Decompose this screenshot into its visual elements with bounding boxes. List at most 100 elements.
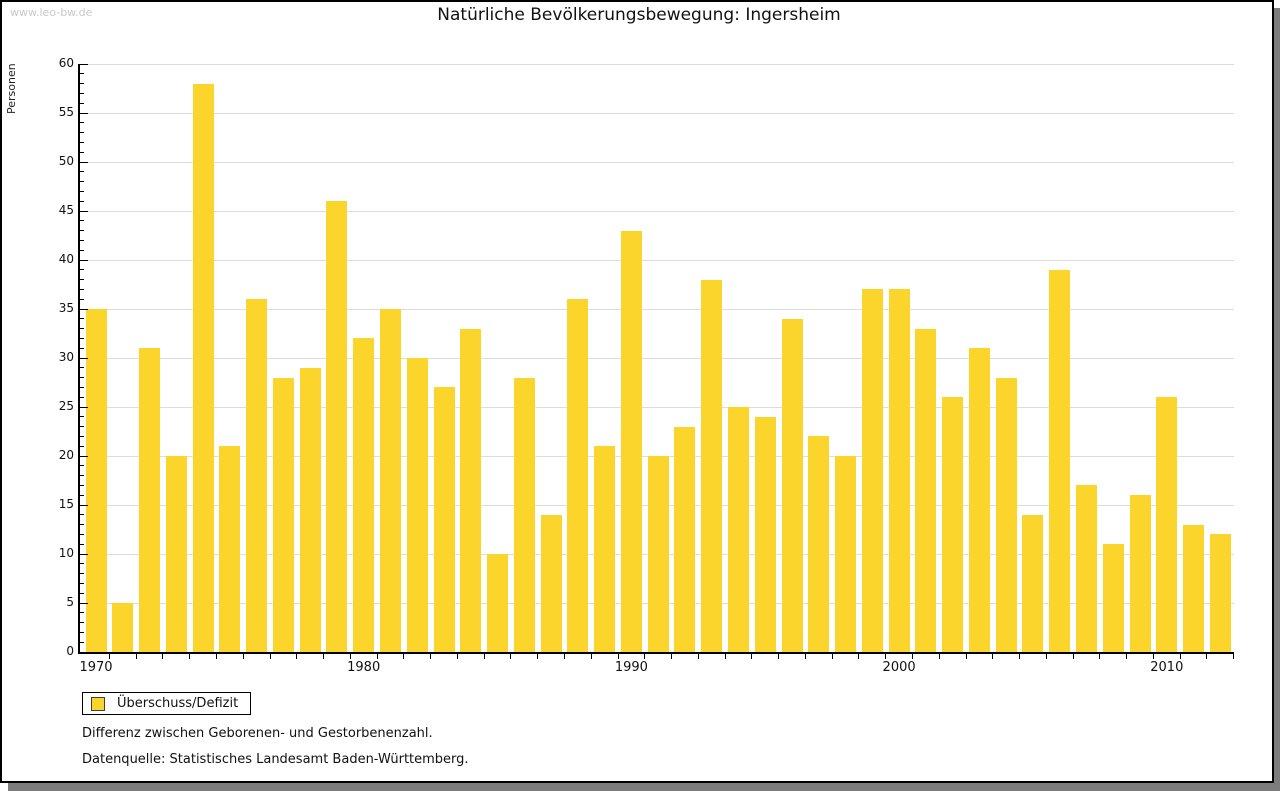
y-tick-label-45: 45 xyxy=(58,203,74,217)
x-tick xyxy=(724,654,726,659)
x-tick-label-1970: 1970 xyxy=(79,660,113,675)
y-major-tick xyxy=(80,210,88,212)
y-major-tick xyxy=(80,308,88,310)
x-tick xyxy=(671,654,673,659)
bar-1998 xyxy=(835,456,857,652)
gridline-50 xyxy=(80,161,1234,163)
x-tick xyxy=(831,654,833,659)
footnote-source: Datenquelle: Statistisches Landesamt Bad… xyxy=(82,752,469,767)
x-tick xyxy=(1126,654,1128,659)
x-tick xyxy=(563,654,565,659)
y-minor-tick xyxy=(80,288,84,290)
y-minor-tick xyxy=(80,582,84,584)
y-minor-tick xyxy=(80,514,84,516)
y-minor-tick xyxy=(80,367,84,369)
bar-1986 xyxy=(513,377,535,652)
y-tick-label-25: 25 xyxy=(58,399,74,413)
bar-1995 xyxy=(754,416,776,652)
bar-2009 xyxy=(1129,495,1151,652)
bar-1989 xyxy=(594,446,616,652)
y-minor-tick xyxy=(80,318,84,320)
y-minor-tick xyxy=(80,377,84,379)
y-minor-tick xyxy=(80,386,84,388)
x-tick-label-2000: 2000 xyxy=(882,660,916,675)
x-tick xyxy=(1045,654,1047,659)
y-minor-tick xyxy=(80,73,84,75)
x-tick-label-2010: 2010 xyxy=(1150,660,1184,675)
bar-1975 xyxy=(219,446,241,652)
y-minor-tick xyxy=(80,181,84,183)
x-tick xyxy=(617,654,619,659)
y-tick-label-5: 5 xyxy=(66,595,74,609)
gridline-55 xyxy=(80,112,1234,114)
x-tick xyxy=(510,654,512,659)
x-tick xyxy=(456,654,458,659)
y-major-tick xyxy=(80,112,88,114)
bar-1977 xyxy=(272,377,294,652)
x-tick xyxy=(189,654,191,659)
y-major-tick xyxy=(80,259,88,261)
bar-2002 xyxy=(942,397,964,652)
x-tick xyxy=(804,654,806,659)
bar-1980 xyxy=(353,338,375,652)
y-minor-tick xyxy=(80,249,84,251)
legend-label: Überschuss/Defizit xyxy=(117,696,239,711)
bar-1983 xyxy=(433,387,455,652)
gridline-45 xyxy=(80,210,1234,212)
x-tick xyxy=(938,654,940,659)
y-tick-label-35: 35 xyxy=(58,301,74,315)
y-minor-tick xyxy=(80,573,84,575)
x-tick xyxy=(697,654,699,659)
y-minor-tick xyxy=(80,524,84,526)
y-minor-tick xyxy=(80,337,84,339)
x-tick xyxy=(1206,654,1208,659)
y-major-tick xyxy=(80,602,88,604)
gridline-25 xyxy=(80,406,1234,408)
x-tick xyxy=(778,654,780,659)
gridline-30 xyxy=(80,357,1234,359)
x-tick xyxy=(1179,654,1181,659)
y-minor-tick xyxy=(80,347,84,349)
x-tick xyxy=(215,654,217,659)
y-major-tick xyxy=(80,504,88,506)
x-tick xyxy=(349,654,351,659)
y-minor-tick xyxy=(80,230,84,232)
y-minor-tick xyxy=(80,328,84,330)
y-major-tick xyxy=(80,553,88,555)
y-tick-label-60: 60 xyxy=(58,56,74,70)
chart-title: Natürliche Bevölkerungsbewegung: Ingersh… xyxy=(437,5,841,25)
y-minor-tick xyxy=(80,543,84,545)
x-tick xyxy=(242,654,244,659)
bar-1978 xyxy=(299,367,321,652)
y-axis-line xyxy=(78,64,80,654)
plot-area xyxy=(80,63,1234,652)
x-tick xyxy=(885,654,887,659)
y-major-tick xyxy=(80,455,88,457)
bar-1985 xyxy=(487,554,509,652)
x-tick xyxy=(108,654,110,659)
x-tick xyxy=(537,654,539,659)
x-tick xyxy=(644,654,646,659)
bar-2004 xyxy=(995,377,1017,652)
x-tick xyxy=(1019,654,1021,659)
x-tick-label-1990: 1990 xyxy=(614,660,648,675)
y-minor-tick xyxy=(80,484,84,486)
y-minor-tick xyxy=(80,592,84,594)
y-minor-tick xyxy=(80,465,84,467)
y-minor-tick xyxy=(80,151,84,153)
legend-box: Überschuss/Defizit xyxy=(82,692,252,715)
bar-1971 xyxy=(112,603,134,652)
y-tick-label-10: 10 xyxy=(58,546,74,560)
footnote-description: Differenz zwischen Geborenen- und Gestor… xyxy=(82,726,433,741)
y-tick-label-50: 50 xyxy=(58,154,74,168)
bar-1990 xyxy=(620,230,642,652)
bar-1991 xyxy=(647,456,669,652)
x-tick xyxy=(376,654,378,659)
y-minor-tick xyxy=(80,298,84,300)
x-tick xyxy=(296,654,298,659)
bar-1976 xyxy=(246,299,268,652)
y-minor-tick xyxy=(80,132,84,134)
x-tick xyxy=(135,654,137,659)
y-tick-label-30: 30 xyxy=(58,350,74,364)
